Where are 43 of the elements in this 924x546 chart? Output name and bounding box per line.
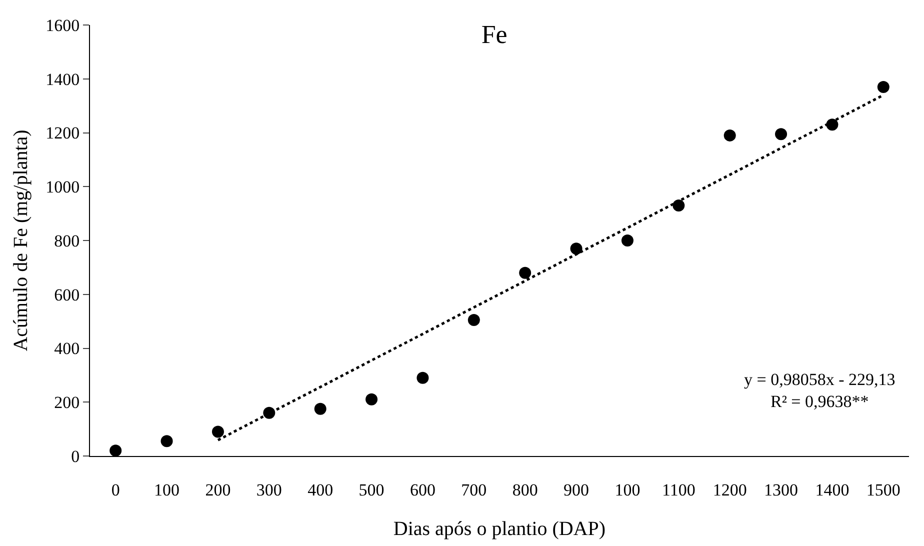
point [366, 393, 378, 406]
x-tick-label: 700 [461, 480, 487, 500]
x-tick-label: 900 [564, 480, 590, 500]
y-tick-label: 1400 [46, 70, 80, 89]
x-tick-label: 100 [154, 480, 180, 500]
annotation: y = 0,98058x - 229,13 R² = 0,9638** [744, 370, 896, 412]
point [621, 234, 634, 246]
y-tick-label: 400 [54, 339, 80, 358]
x-tick-label: 1200 [712, 480, 747, 500]
point [416, 372, 429, 384]
point [160, 435, 173, 448]
x-tick-label: 200 [205, 480, 231, 500]
point [314, 402, 326, 415]
point [672, 199, 685, 212]
y-tick-label: 1600 [46, 16, 80, 35]
y-tick-label: 0 [71, 446, 80, 466]
x-tick-label: 0 [111, 480, 120, 500]
point [724, 129, 736, 142]
x-tick-label: 800 [512, 480, 538, 500]
x-tick-label: 100 [614, 480, 640, 500]
x-tick-label: 1100 [662, 480, 696, 500]
x-tick-label: 1400 [815, 480, 850, 500]
y-tick-label: 1000 [46, 178, 80, 197]
point [775, 128, 788, 140]
x-tick-label: 400 [308, 480, 334, 500]
point [212, 426, 224, 438]
y-tick-label: 800 [54, 231, 80, 250]
y-axis-title: Acúmulo de Fe (mg/planta) [10, 130, 32, 352]
x-tick-label: 500 [358, 480, 384, 500]
point [468, 314, 480, 326]
x-tick-label: 600 [410, 480, 436, 500]
x-tick-label: 300 [256, 480, 282, 500]
x-axis-title: Dias após o plantio (DAP) [393, 518, 606, 540]
point [877, 80, 890, 93]
point [110, 444, 122, 456]
point [570, 242, 582, 255]
y-tick-label: 1200 [46, 124, 80, 143]
x-tick-label: 1500 [866, 480, 900, 500]
y-tick-label: 200 [54, 393, 80, 412]
point [519, 266, 532, 279]
x-tick-label: 1300 [764, 480, 798, 500]
y-tick-label: 600 [54, 285, 80, 304]
chart-title: Fe [481, 20, 508, 49]
